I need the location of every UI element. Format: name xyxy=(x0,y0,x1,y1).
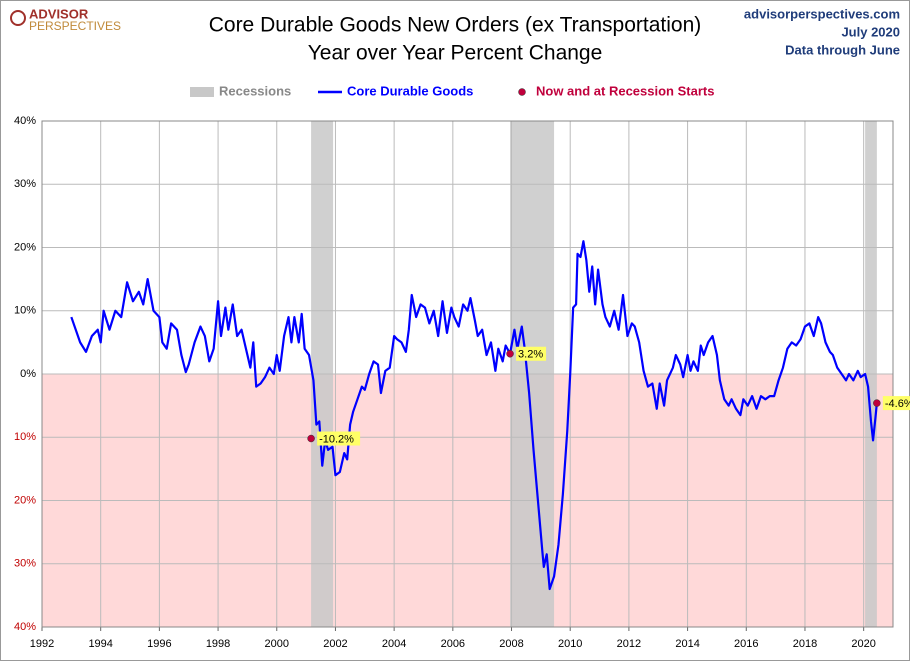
x-tick-label: 2018 xyxy=(793,638,817,650)
legend-swatch xyxy=(518,88,526,96)
y-tick-label: 20% xyxy=(14,494,36,506)
y-tick-label: 10% xyxy=(14,431,36,443)
source: advisorperspectives.com xyxy=(744,6,900,21)
x-tick-label: 2008 xyxy=(499,638,523,650)
x-tick-label: 2014 xyxy=(675,638,699,650)
x-tick-label: 2012 xyxy=(617,638,641,650)
x-tick-label: 2016 xyxy=(734,638,758,650)
source: Data through June xyxy=(785,42,900,57)
x-tick-label: 1996 xyxy=(147,638,171,650)
chart-subtitle: Year over Year Percent Change xyxy=(308,42,603,65)
data-label: 3.2% xyxy=(518,349,543,361)
point xyxy=(873,399,881,407)
x-tick-label: 2006 xyxy=(441,638,465,650)
legend-swatch xyxy=(190,87,214,97)
label-box xyxy=(516,346,547,361)
legend-label: Recessions xyxy=(219,83,291,98)
y-tick-label: 0% xyxy=(20,368,36,380)
x-tick-label: 2004 xyxy=(382,638,406,650)
data-label: -10.2% xyxy=(319,433,354,445)
y-tick-label: 40% xyxy=(14,621,36,633)
label-box xyxy=(882,396,910,411)
y-tick-label: 20% xyxy=(14,241,36,253)
data-label: -4.6% xyxy=(885,398,910,410)
x-tick-label: 1994 xyxy=(88,638,112,650)
x-tick-label: 2000 xyxy=(265,638,289,650)
logo: ADVISOR xyxy=(29,6,89,21)
line xyxy=(70,240,878,591)
y-tick-label: 40% xyxy=(14,115,36,127)
logo-icon xyxy=(10,10,26,26)
logo: PERSPECTIVES xyxy=(29,19,121,33)
label-box xyxy=(317,431,361,446)
legend-label: Core Durable Goods xyxy=(347,83,473,98)
x-tick-label: 2002 xyxy=(323,638,347,650)
source: July 2020 xyxy=(841,24,900,39)
plot-border xyxy=(41,120,894,628)
legend-label: Now and at Recession Starts xyxy=(536,83,714,98)
x-tick-label: 2020 xyxy=(851,638,875,650)
x-tick-label: 2010 xyxy=(558,638,582,650)
y-tick-label: 30% xyxy=(14,178,36,190)
x-tick-label: 1998 xyxy=(206,638,230,650)
y-tick-label: 30% xyxy=(14,558,36,570)
point xyxy=(506,350,514,358)
chart-title: Core Durable Goods New Orders (ex Transp… xyxy=(209,14,702,37)
point xyxy=(307,434,315,443)
x-tick-label: 1992 xyxy=(30,638,54,650)
y-tick-label: 10% xyxy=(14,305,36,317)
